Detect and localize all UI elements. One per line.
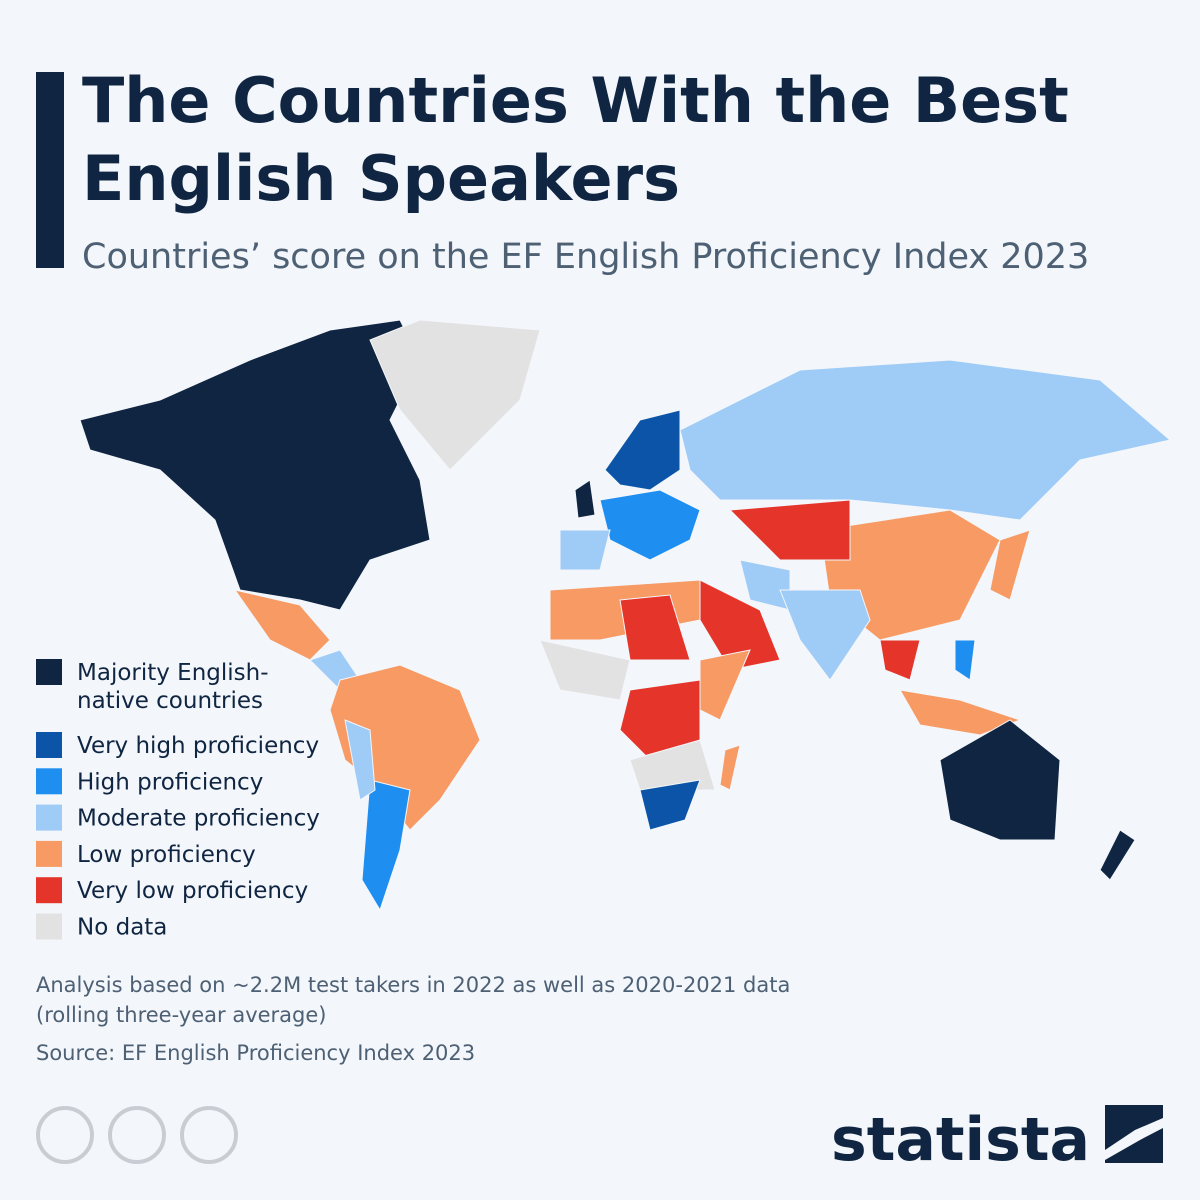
country-region xyxy=(639,779,701,831)
country-region xyxy=(539,639,631,701)
legend-label: native countries xyxy=(77,688,263,714)
country-region xyxy=(879,639,921,681)
country-region xyxy=(954,639,976,681)
legend: Majority English-native countries Very hi… xyxy=(36,659,320,941)
legend-swatch xyxy=(36,768,62,795)
legend-label: No data xyxy=(77,915,167,941)
country-region xyxy=(619,594,691,661)
legend-label: Very low proficiency xyxy=(77,878,308,904)
note-line: Analysis based on ~2.2M test takers in 2… xyxy=(36,973,790,997)
country-region xyxy=(344,719,376,801)
legend-swatch xyxy=(36,804,62,831)
brand-mark xyxy=(1105,1105,1163,1163)
brand-logo: statista xyxy=(831,1105,1090,1175)
legend-swatch xyxy=(36,840,62,867)
note-line: (rolling three-year average) xyxy=(36,1003,326,1027)
country-region xyxy=(329,664,481,831)
country-region xyxy=(728,499,851,561)
country-region xyxy=(779,589,871,681)
country-region xyxy=(1099,829,1136,881)
country-region xyxy=(604,409,681,491)
country-region xyxy=(574,479,596,519)
world-map xyxy=(79,319,1172,912)
legend-swatch xyxy=(36,732,62,758)
country-region xyxy=(989,529,1031,601)
title-line: The Countries With the Best xyxy=(82,64,1069,137)
country-region xyxy=(369,319,541,471)
title-line: English Speakers xyxy=(82,142,680,215)
legend-label: Very high proficiency xyxy=(77,733,319,759)
country-region xyxy=(679,359,1172,521)
country-region xyxy=(233,589,331,661)
legend-label: Low proficiency xyxy=(77,842,256,868)
legend-label: High proficiency xyxy=(77,769,263,795)
country-region xyxy=(699,649,751,721)
country-region xyxy=(599,489,701,561)
country-region xyxy=(361,779,411,912)
legend-label: Moderate proficiency xyxy=(77,806,320,832)
country-region xyxy=(629,739,716,791)
country-region xyxy=(79,319,431,611)
subtitle: Countries’ score on the EF English Profi… xyxy=(82,237,1089,277)
legend-swatch xyxy=(36,877,62,904)
legend-swatch xyxy=(36,659,62,685)
country-region xyxy=(559,529,611,571)
legend-label: Majority English- xyxy=(77,660,269,686)
source: Source: EF English Proficiency Index 202… xyxy=(36,1041,475,1065)
license-icons xyxy=(36,1106,238,1164)
title-bar xyxy=(36,72,64,268)
country-region xyxy=(939,719,1061,841)
legend-swatch xyxy=(36,913,62,940)
country-region xyxy=(719,744,741,791)
